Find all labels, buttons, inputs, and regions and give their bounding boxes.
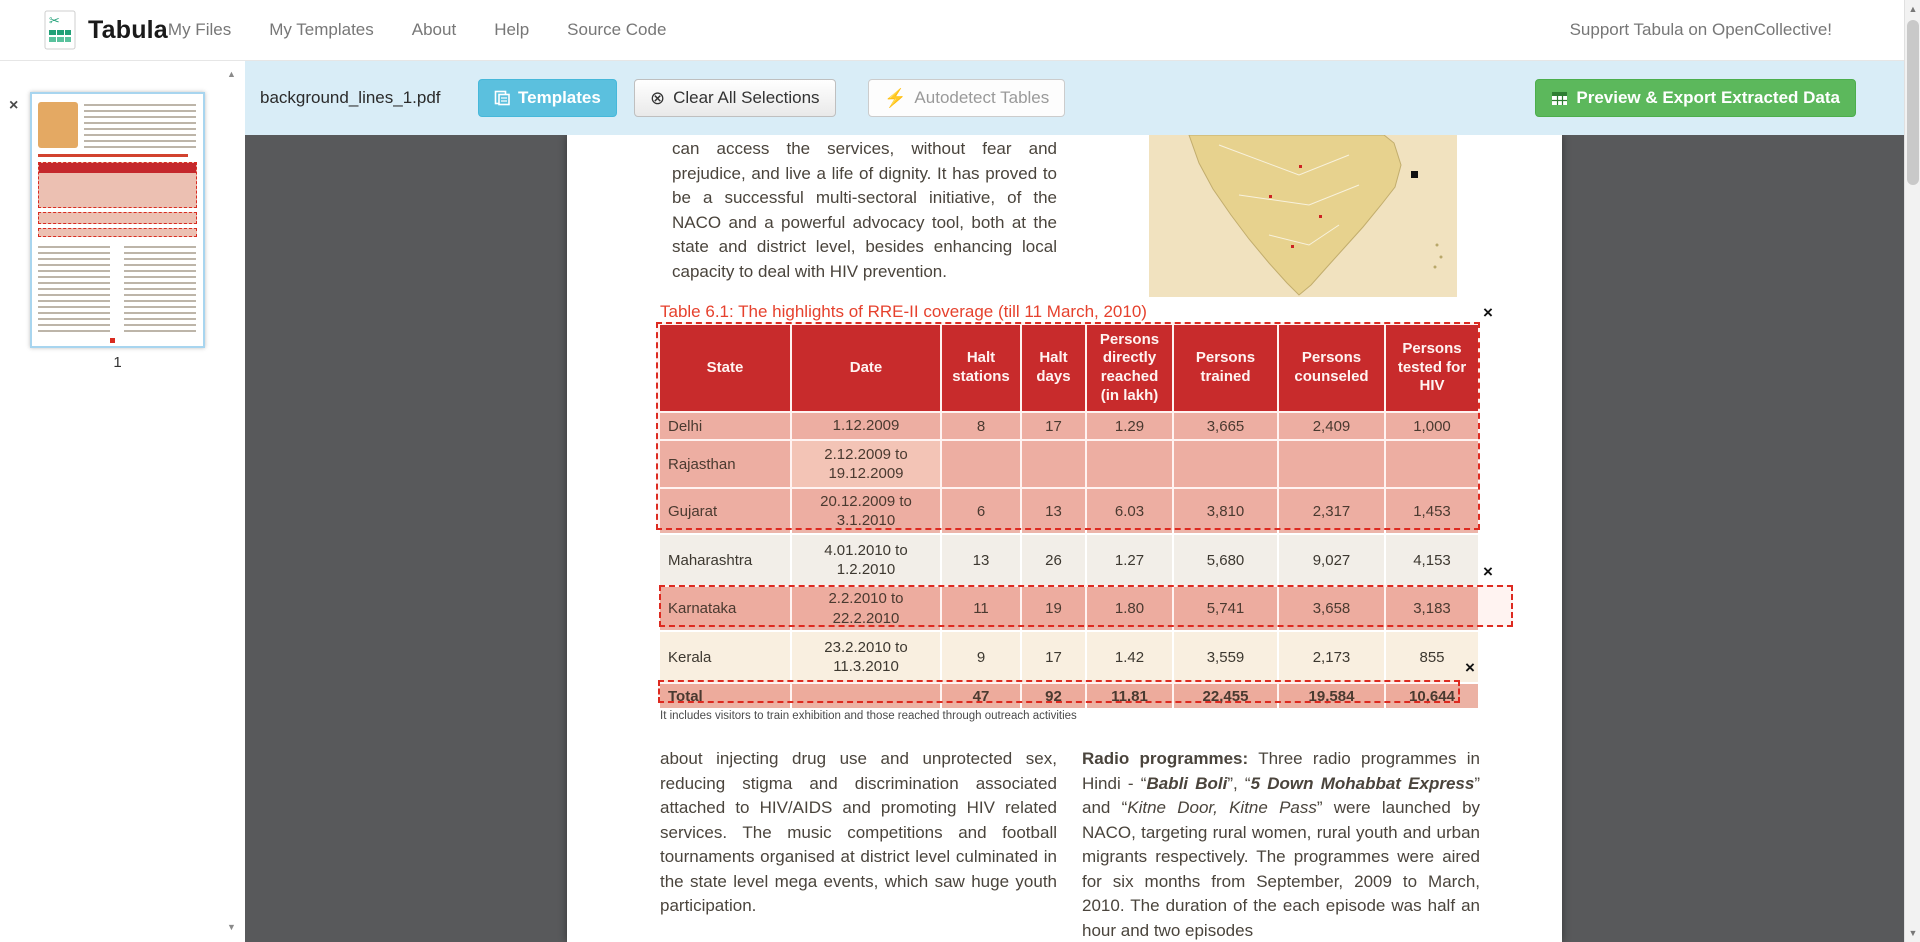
export-button-label: Preview & Export Extracted Data [1576, 88, 1840, 107]
table-row: Karnataka 2.2.2010 to 22.2.2010 11 19 1.80… [660, 587, 1480, 632]
nav-about[interactable]: About [411, 20, 457, 39]
intro-paragraph: can access the services, without fear an… [672, 139, 1057, 281]
table-caption: Table 6.1: The highlights of RRE-II cove… [660, 302, 1147, 321]
nav-my-files[interactable]: My Files [167, 20, 232, 39]
selection-region-2[interactable] [659, 585, 1513, 627]
col-date: Date [792, 325, 942, 413]
navbar: ✂ Tabula My Files My Templates About Hel… [0, 0, 1920, 61]
thumbnail-text-lines [38, 246, 110, 332]
nav-help[interactable]: Help [494, 20, 530, 39]
brand-title[interactable]: Tabula [88, 15, 168, 44]
selection-3-close-icon[interactable]: × [1465, 658, 1475, 677]
table-row: Kerala 23.2.2010 to 11.3.2010 9 17 1.42 3,5… [660, 632, 1480, 684]
table-total-row: Total 47 92 11.81 22,455 19,584 10,644 [660, 684, 1480, 710]
support-link[interactable]: Support Tabula on OpenCollective! [1569, 20, 1832, 39]
document-viewport: can access the services, without fear an… [245, 135, 1904, 942]
col-persons-tested: Persons tested for HIV [1386, 325, 1480, 413]
table-row: Rajasthan 2.12.2009 to 19.12.2009 [660, 441, 1480, 489]
selection-1-close-icon[interactable]: × [1483, 303, 1493, 322]
window-scrollbar[interactable]: ▲ ▼ [1904, 0, 1920, 942]
nav-my-templates[interactable]: My Templates [269, 20, 374, 39]
nav-source-code[interactable]: Source Code [567, 20, 667, 39]
tabula-logo-icon[interactable]: ✂ [44, 10, 76, 50]
autodetect-button-label: Autodetect Tables [914, 88, 1050, 107]
radio-programmes-lead: Radio programmes: [1082, 749, 1249, 768]
svg-text:✂: ✂ [49, 13, 60, 28]
selection-2-close-icon[interactable]: × [1483, 562, 1493, 581]
scrollbar-thumb[interactable] [1907, 20, 1919, 185]
clear-icon: ⊗ [650, 88, 666, 108]
coverage-table: State Date Halt stations Halt days Perso… [660, 325, 1480, 710]
thumbnail-table-selection [38, 162, 197, 208]
thumbnail-text-lines [84, 104, 196, 148]
col-state: State [660, 325, 792, 413]
filename-label: background_lines_1.pdf [260, 88, 441, 107]
clear-button-label: Clear All Selections [673, 88, 820, 107]
col-halt-days: Halt days [1022, 325, 1087, 413]
col-persons-trained: Persons trained [1174, 325, 1279, 413]
toolbar: background_lines_1.pdf Templates ⊗ Clear… [245, 61, 1904, 135]
col-persons-counseled: Persons counseled [1279, 325, 1386, 413]
thumbnail-selection-b [38, 228, 197, 237]
selection-region-1[interactable] [656, 322, 1480, 530]
selection-region-3[interactable] [658, 680, 1460, 703]
col-persons-reached: Persons directly reached (in lakh) [1087, 325, 1174, 413]
table-row: Delhi 1.12.2009 8 17 1.29 3,665 2,409 1,000 [660, 413, 1480, 441]
thumbnail-title-line [38, 154, 188, 157]
thumbnail-sidebar: × 1 ▲ ▼ [0, 61, 245, 942]
templates-button[interactable]: Templates [478, 79, 617, 117]
thumbnail-marker [110, 338, 115, 343]
thumbnail-map-icon [38, 102, 78, 148]
page-number-label: 1 [113, 354, 122, 371]
autodetect-flash-icon: ⚡ [884, 88, 907, 108]
body-paragraph-right: Radio programmes: Three radio programmes… [1082, 749, 1481, 940]
sidebar-scroll-up-icon[interactable]: ▲ [227, 69, 236, 79]
body-paragraph-left: about injecting drug use and unprotected… [660, 749, 1057, 915]
thumbnail-selection-a [38, 212, 197, 224]
sidebar-scroll-down-icon[interactable]: ▼ [227, 922, 236, 932]
file-close-icon[interactable]: × [9, 97, 19, 114]
templates-button-label: Templates [518, 88, 601, 107]
table-header-row: State Date Halt stations Halt days Perso… [660, 325, 1480, 413]
preview-export-button[interactable]: Preview & Export Extracted Data [1535, 79, 1856, 117]
scroll-up-icon[interactable]: ▲ [1908, 4, 1918, 14]
table-row: Maharashtra 4.01.2010 to 1.2.2010 13 26 1.… [660, 535, 1480, 587]
export-table-icon [1552, 91, 1568, 105]
clear-all-selections-button[interactable]: ⊗ Clear All Selections [634, 79, 836, 117]
india-map-image [1149, 135, 1457, 297]
col-halt-stations: Halt stations [942, 325, 1022, 413]
thumbnail-text-lines [124, 246, 196, 332]
templates-icon [494, 90, 510, 106]
autodetect-tables-button[interactable]: ⚡ Autodetect Tables [868, 79, 1066, 117]
table-footnote: It includes visitors to train exhibition… [660, 710, 1077, 722]
page-thumbnail[interactable] [30, 92, 205, 348]
scroll-down-icon[interactable]: ▼ [1908, 928, 1918, 938]
table-row: Gujarat 20.12.2009 to 3.1.2010 6 13 6.03 3,… [660, 489, 1480, 535]
pdf-page[interactable]: can access the services, without fear an… [567, 135, 1562, 942]
